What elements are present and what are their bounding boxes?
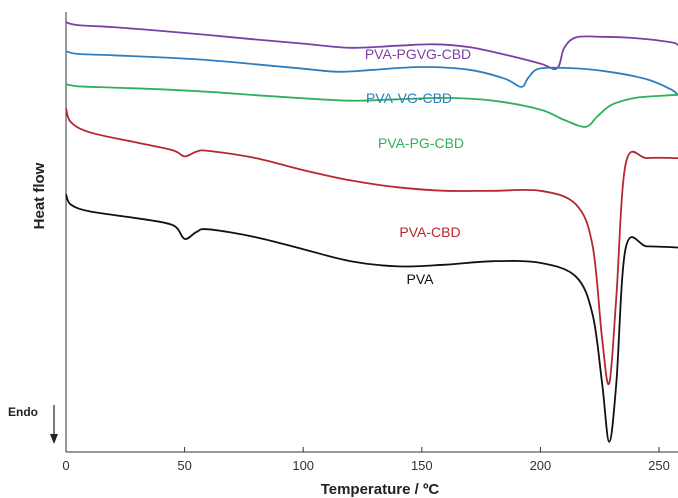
series-label-pva-pg-cbd: PVA-PG-CBD [378, 135, 464, 151]
series-line-pva-cbd [65, 107, 678, 386]
series-labels: PVA-PGVG-CBD PVA-VG-CBD PVA-PG-CBD PVA-CBD P… [365, 46, 471, 287]
x-tick-label: 50 [177, 458, 191, 473]
x-tick-label: 0 [62, 458, 69, 473]
x-tick-label: 200 [530, 458, 552, 473]
axes: 0 50 100 150 200 250 Temperature / ºC Heat flow… [8, 12, 678, 498]
series-label-pva-cbd: PVA-CBD [399, 224, 460, 240]
series-label-pva: PVA [407, 271, 435, 287]
x-axis-title: Temperature / ºC [321, 481, 440, 498]
series-label-pva-pgvg-cbd: PVA-PGVG-CBD [365, 46, 471, 62]
series-line-pva-vg-cbd [65, 50, 678, 96]
x-tick-label: 250 [648, 458, 670, 473]
x-tick-label: 150 [411, 458, 433, 473]
x-tick-label: 100 [292, 458, 314, 473]
series-line-pva-pg-cbd [65, 83, 678, 128]
endo-label: Endo [8, 405, 38, 419]
series-label-pva-vg-cbd: PVA-VG-CBD [366, 90, 452, 106]
y-axis-title: Heat flow [31, 162, 48, 229]
endo-arrow-head [50, 434, 58, 444]
curves [65, 21, 678, 443]
series-line-pva [65, 193, 678, 443]
series-line-pva-pgvg-cbd [65, 21, 678, 70]
